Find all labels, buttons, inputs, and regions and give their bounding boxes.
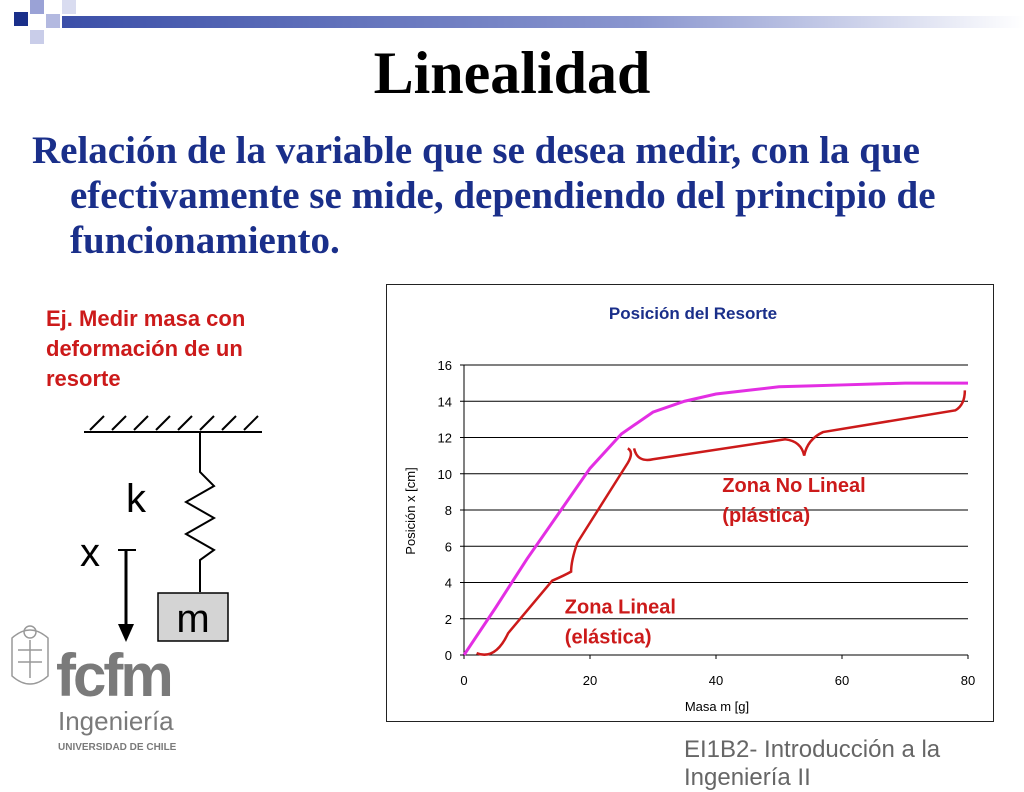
y-tick-label: 6	[445, 539, 452, 554]
course-footer: EI1B2- Introducción a la Ingeniería II	[684, 736, 941, 791]
x-tick-label: 60	[835, 673, 849, 688]
x-tick-label: 20	[583, 673, 597, 688]
x-tick-label: 40	[709, 673, 723, 688]
y-tick-label: 2	[445, 612, 452, 627]
x-tick-label: 80	[961, 673, 975, 688]
logo-wordmark: fcfm	[56, 642, 171, 709]
x-axis-title: Masa m [g]	[685, 699, 749, 714]
chart-svg: Posición del Resorte 0 2 4 6 8 10 12 14 16 0 20 40 6…	[403, 304, 975, 714]
linear-zone-brace	[476, 447, 633, 656]
spring-constant-label: k	[126, 477, 147, 521]
slide-lead-text: Relación de la variable que se desea med…	[32, 128, 992, 263]
spring-mass-diagram: k x m	[80, 415, 262, 642]
mass-block	[157, 592, 229, 642]
zone-annotation: Zona Lineal (elástica)	[565, 596, 676, 648]
y-tick-label: 14	[438, 394, 452, 409]
y-tick-label: 16	[438, 358, 452, 373]
displacement-label: x	[80, 531, 100, 575]
series-line	[462, 381, 968, 656]
y-tick-label: 12	[438, 431, 452, 446]
university-seal-icon	[11, 625, 49, 685]
nonlinear-zone-brace	[632, 390, 967, 462]
y-axis-title: Posición x [cm]	[403, 467, 418, 554]
header-decoration	[14, 0, 1024, 44]
logo-university: UNIVERSIDAD DE CHILE	[58, 742, 177, 753]
y-tick-label: 10	[438, 467, 452, 482]
chart-title: Posición del Resorte	[609, 304, 777, 323]
y-tick-label: 0	[445, 648, 452, 663]
lead-paragraph: Relación de la variable que se desea med…	[32, 129, 936, 262]
slide-title: Linealidad	[373, 40, 651, 106]
mass-label: m	[176, 597, 209, 641]
example-caption: Ej. Medir masa con deformación de un res…	[46, 306, 246, 391]
spring-position-chart: Posición del Resorte 0 2 4 6 8 10 12 14 16 0 20 40 6…	[386, 284, 994, 722]
x-tick-label: 0	[460, 673, 467, 688]
logo-subtitle: Ingeniería	[58, 706, 174, 736]
zone-annotation: Zona No Lineal (plástica)	[722, 475, 865, 527]
y-tick-label: 4	[445, 576, 452, 591]
fcfm-logo: fcfm Ingeniería UNIVERSIDAD DE CHILE	[11, 625, 177, 753]
y-tick-label: 8	[445, 503, 452, 518]
